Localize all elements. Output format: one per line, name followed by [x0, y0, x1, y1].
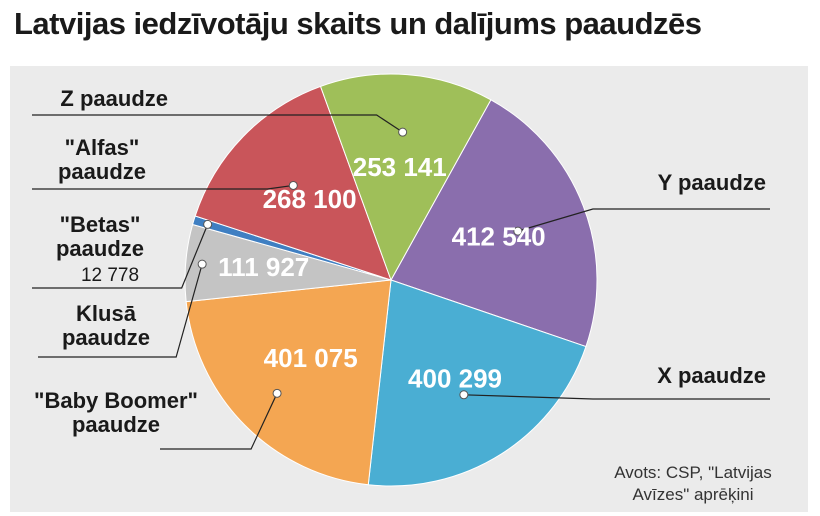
- slice-value-label: 111 927: [218, 252, 309, 282]
- slice-value-label: 253 141: [353, 152, 447, 182]
- label-x: X paaudze: [610, 364, 766, 388]
- leader-line: [463, 394, 770, 400]
- label-baby-boomer-line1: "Baby Boomer": [34, 388, 198, 413]
- source-line1: Avots: CSP, "Latvijas: [614, 463, 772, 482]
- label-y-line1: Y paaudze: [657, 170, 766, 195]
- chart-title: Latvijas iedzīvotāju skaits un dalījums …: [14, 6, 702, 41]
- label-alfas: "Alfas" paaudze: [32, 136, 172, 184]
- label-kluse: Klusā paaudze: [38, 302, 174, 350]
- label-alfas-line1: "Alfas": [64, 135, 140, 160]
- label-kluse-line2: paaudze: [61, 325, 151, 350]
- leader-dot: [459, 390, 469, 400]
- leader-dot: [197, 259, 207, 269]
- slice-value-label: 268 100: [263, 184, 357, 214]
- label-alfas-line2: paaudze: [57, 159, 147, 184]
- label-betas: "Betas" paaudze: [30, 213, 170, 261]
- slice-value-label: 400 299: [408, 364, 502, 394]
- leader-line: [517, 208, 770, 232]
- leader-line: [38, 263, 203, 358]
- leader-dot: [513, 226, 523, 236]
- leader-dot: [203, 219, 213, 229]
- leader-dot: [288, 180, 298, 190]
- leader-line: [160, 393, 278, 450]
- slice-value-label: 401 075: [264, 343, 358, 373]
- label-betas-line2: paaudze: [55, 236, 145, 261]
- label-x-line1: X paaudze: [657, 363, 766, 388]
- label-z: Z paaudze: [32, 87, 168, 111]
- label-kluse-line1: Klusā: [76, 301, 136, 326]
- label-betas-value: 12 778: [80, 265, 140, 286]
- chart-panel: 412 540 400 299 401 075 111 927 268 100 253 1…: [10, 66, 808, 512]
- source-note: Avots: CSP, "Latvijas Avīzes" aprēķini: [598, 462, 788, 506]
- label-y: Y paaudze: [610, 171, 766, 195]
- pie-slice: [185, 279, 392, 486]
- leader-dot: [272, 388, 282, 398]
- leader-dot: [398, 127, 408, 137]
- leader-line: [32, 114, 403, 133]
- slice-value-label: 412 540: [452, 221, 546, 251]
- label-baby-boomer-line2: paaudze: [71, 412, 161, 437]
- leader-line: [32, 224, 209, 289]
- pie-slice: [367, 279, 587, 487]
- label-betas-line1: "Betas": [59, 212, 141, 237]
- label-z-line1: Z paaudze: [60, 86, 168, 111]
- source-line2: Avīzes" aprēķini: [632, 485, 754, 504]
- leader-line: [32, 184, 294, 190]
- pie-slice: [390, 99, 598, 348]
- label-baby-boomer: "Baby Boomer" paaudze: [16, 389, 216, 437]
- pie-slice: [319, 73, 492, 282]
